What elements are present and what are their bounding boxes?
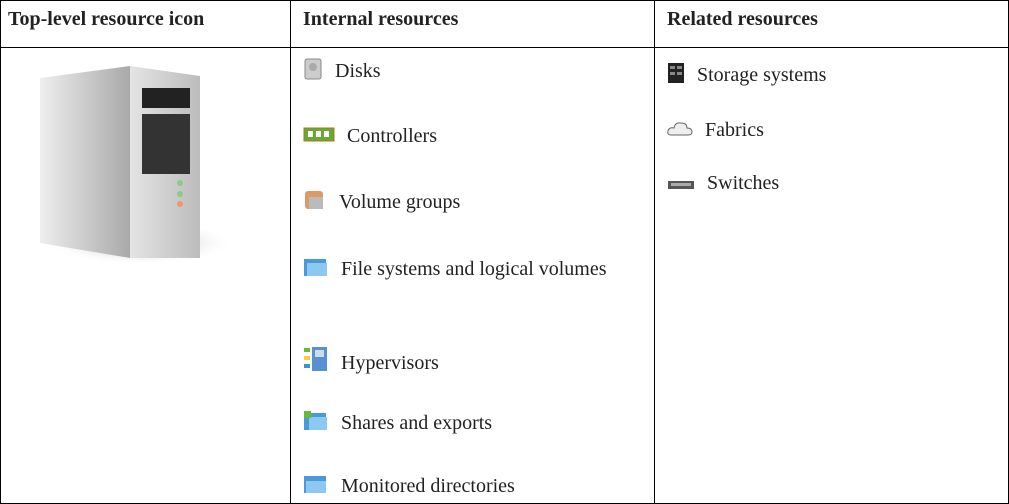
item-label: Disks	[335, 60, 381, 82]
column-divider	[290, 0, 291, 504]
share-icon	[304, 411, 327, 430]
column-header: Top-level resource icon	[8, 8, 205, 30]
list-item: Storage systems	[667, 62, 997, 88]
column-header: Internal resources	[303, 8, 459, 30]
header-divider	[0, 47, 1009, 48]
list-item: Disks	[303, 58, 633, 84]
list-item: Volume groups	[303, 189, 633, 215]
controller-icon	[303, 127, 335, 142]
storage-icon	[668, 63, 684, 83]
column-divider	[654, 0, 655, 504]
table-border	[0, 0, 1009, 1]
folder-icon	[304, 259, 327, 276]
list-item: Fabrics	[667, 117, 997, 143]
list-item: File systems and logical volumes	[303, 256, 623, 282]
item-label: Controllers	[347, 125, 437, 147]
server-icon	[40, 66, 230, 265]
item-label: Fabrics	[705, 119, 764, 141]
folder-icon	[304, 476, 326, 493]
switch-icon	[668, 181, 694, 189]
item-label: Hypervisors	[341, 352, 439, 374]
list-item: Switches	[667, 170, 997, 196]
volume-group-icon	[305, 191, 323, 209]
list-item: Controllers	[303, 123, 633, 149]
list-item: Shares and exports	[303, 410, 633, 436]
list-item: Hypervisors	[303, 346, 633, 376]
item-label: Shares and exports	[341, 412, 493, 434]
item-label: File systems and logical volumes	[341, 258, 607, 280]
list-item: Monitored directories	[303, 473, 633, 499]
column-header: Related resources	[667, 8, 818, 30]
table-border	[0, 0, 1, 504]
disk-icon	[304, 58, 322, 80]
item-label: Switches	[707, 172, 780, 194]
item-label: Storage systems	[697, 64, 827, 86]
hypervisor-icon	[304, 347, 327, 371]
fabric-icon	[667, 122, 693, 136]
item-label: Volume groups	[339, 191, 461, 213]
item-label: Monitored directories	[341, 475, 515, 497]
